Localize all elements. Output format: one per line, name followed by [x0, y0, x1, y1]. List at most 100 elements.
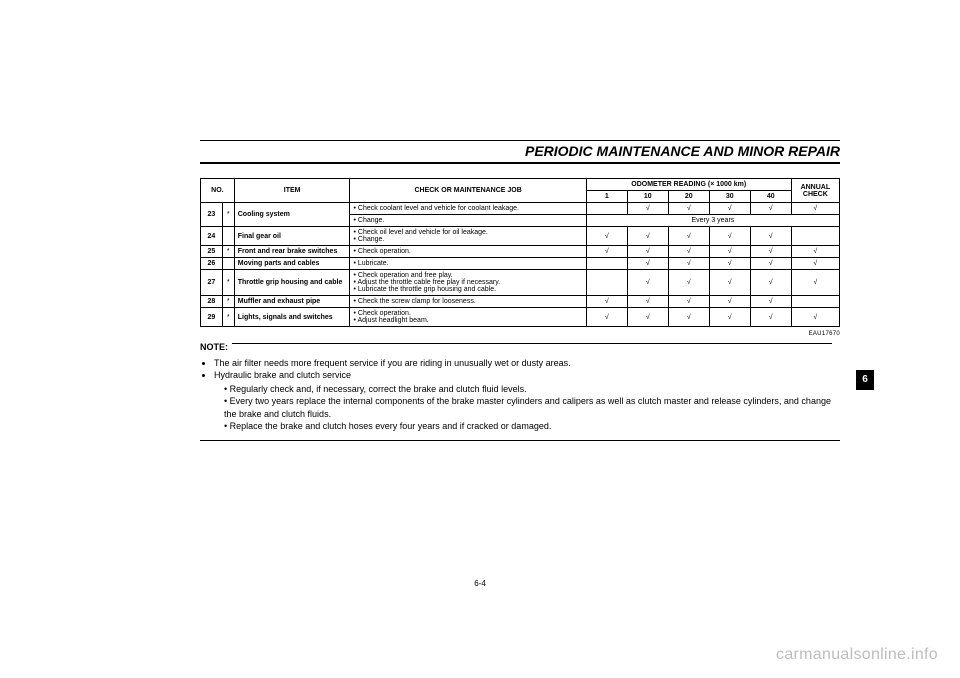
- note-label: NOTE:: [200, 342, 228, 352]
- table-row: 25*Front and rear brake switchesCheck op…: [201, 246, 840, 258]
- cell-job: Check operation and free play.Adjust the…: [350, 270, 586, 296]
- cell-star: *: [222, 203, 234, 227]
- th-odo: ODOMETER READING (× 1000 km): [586, 179, 791, 191]
- th-annual: ANNUAL CHECK: [791, 179, 839, 203]
- cell-no: 29: [201, 308, 223, 327]
- cell-tick: √: [750, 296, 791, 308]
- table-body: 23*Cooling systemCheck coolant level and…: [201, 203, 840, 327]
- cell-no: 27: [201, 270, 223, 296]
- table-row: 26Moving parts and cablesLubricate.√√√√√: [201, 258, 840, 270]
- cell-tick: √: [709, 246, 750, 258]
- cell-job: Lubricate.: [350, 258, 586, 270]
- cell-item: Cooling system: [234, 203, 350, 227]
- cell-tick: √: [750, 227, 791, 246]
- cell-no: 23: [201, 203, 223, 227]
- th-km-20: 20: [668, 191, 709, 203]
- cell-tick: √: [586, 227, 627, 246]
- note-item-text: Hydraulic brake and clutch service: [214, 370, 351, 380]
- cell-tick: √: [668, 246, 709, 258]
- cell-item: Front and rear brake switches: [234, 246, 350, 258]
- cell-tick: √: [627, 308, 668, 327]
- cell-tick: √: [750, 246, 791, 258]
- th-job: CHECK OR MAINTENANCE JOB: [350, 179, 586, 203]
- table-row: 24 Final gear oilCheck oil level and vehi…: [201, 227, 840, 246]
- cell-tick: √: [750, 203, 791, 215]
- note-subitem: Replace the brake and clutch hoses every…: [224, 420, 840, 432]
- cell-span: Every 3 years: [586, 215, 839, 227]
- note-item: The air filter needs more frequent servi…: [214, 357, 840, 369]
- watermark: carmanualsonline.info: [776, 646, 938, 664]
- th-item: ITEM: [234, 179, 350, 203]
- note-heading: NOTE:: [200, 337, 840, 355]
- cell-star: *: [222, 246, 234, 258]
- cell-tick: √: [750, 270, 791, 296]
- cell-star: [222, 258, 234, 270]
- cell-annual: √: [791, 308, 839, 327]
- cell-tick: √: [586, 246, 627, 258]
- note-rule: [232, 343, 832, 344]
- th-km-10: 10: [627, 191, 668, 203]
- cell-star: *: [222, 308, 234, 327]
- cell-job: Change.: [350, 215, 586, 227]
- table-row: 28*Muffler and exhaust pipeCheck the scr…: [201, 296, 840, 308]
- cell-star: *: [222, 296, 234, 308]
- cell-job: Check the screw clamp for looseness.: [350, 296, 586, 308]
- cell-item: Throttle grip housing and cable: [234, 270, 350, 296]
- cell-tick: √: [709, 227, 750, 246]
- cell-annual: √: [791, 203, 839, 215]
- cell-annual: √: [791, 270, 839, 296]
- th-km-30: 30: [709, 191, 750, 203]
- cell-job: Check oil level and vehicle for oil leak…: [350, 227, 586, 246]
- cell-job: Check operation.Adjust headlight beam.: [350, 308, 586, 327]
- cell-star: [222, 227, 234, 246]
- th-no: NO.: [201, 179, 235, 203]
- cell-tick: √: [627, 203, 668, 215]
- cell-item: Final gear oil: [234, 227, 350, 246]
- cell-item: Muffler and exhaust pipe: [234, 296, 350, 308]
- page-number: 6-4: [0, 579, 960, 588]
- cell-tick: [586, 203, 627, 215]
- cell-star: *: [222, 270, 234, 296]
- cell-annual: √: [791, 258, 839, 270]
- table-row: 27*Throttle grip housing and cableCheck …: [201, 270, 840, 296]
- note-subitem: Every two years replace the internal com…: [224, 395, 840, 419]
- notes-outer-list: The air filter needs more frequent servi…: [200, 357, 840, 432]
- cell-annual: [791, 227, 839, 246]
- cell-tick: √: [750, 308, 791, 327]
- cell-annual: [791, 296, 839, 308]
- cell-tick: [586, 258, 627, 270]
- cell-tick: √: [709, 270, 750, 296]
- cell-tick: √: [627, 296, 668, 308]
- cell-tick: √: [709, 203, 750, 215]
- cell-tick: √: [668, 227, 709, 246]
- cell-no: 24: [201, 227, 223, 246]
- cell-no: 26: [201, 258, 223, 270]
- th-km-40: 40: [750, 191, 791, 203]
- cell-tick: √: [668, 258, 709, 270]
- maintenance-table: NO. ITEM CHECK OR MAINTENANCE JOB ODOMET…: [200, 178, 840, 327]
- cell-no: 25: [201, 246, 223, 258]
- page-title: PERIODIC MAINTENANCE AND MINOR REPAIR: [200, 140, 840, 164]
- table-row: 29*Lights, signals and switchesCheck ope…: [201, 308, 840, 327]
- chapter-tab: 6: [856, 370, 874, 390]
- cell-tick: √: [750, 258, 791, 270]
- cell-tick: √: [709, 308, 750, 327]
- page: PERIODIC MAINTENANCE AND MINOR REPAIR NO…: [0, 0, 960, 678]
- cell-job: Check operation.: [350, 246, 586, 258]
- note-item: Hydraulic brake and clutch service Regul…: [214, 369, 840, 432]
- cell-tick: √: [709, 296, 750, 308]
- cell-item: Moving parts and cables: [234, 258, 350, 270]
- cell-item: Lights, signals and switches: [234, 308, 350, 327]
- cell-no: 28: [201, 296, 223, 308]
- cell-tick: √: [668, 296, 709, 308]
- cell-tick: √: [709, 258, 750, 270]
- cell-annual: √: [791, 246, 839, 258]
- notes-inner-list: Regularly check and, if necessary, corre…: [214, 383, 840, 432]
- note-subitem: Regularly check and, if necessary, corre…: [224, 383, 840, 395]
- cell-tick: √: [668, 203, 709, 215]
- cell-tick: [586, 270, 627, 296]
- cell-job: Check coolant level and vehicle for cool…: [350, 203, 586, 215]
- cell-tick: √: [586, 308, 627, 327]
- cell-tick: √: [586, 296, 627, 308]
- notes-block: The air filter needs more frequent servi…: [200, 357, 840, 441]
